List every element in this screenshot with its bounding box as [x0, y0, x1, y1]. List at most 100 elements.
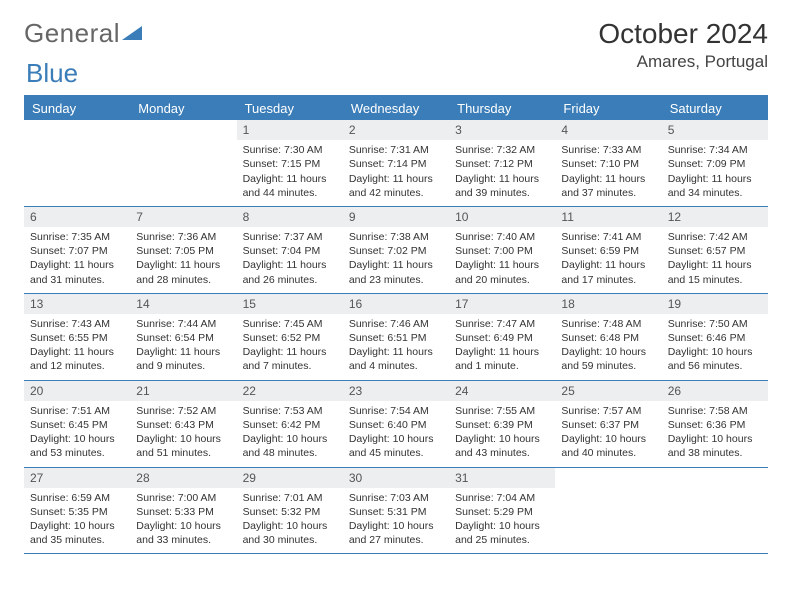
- day-body: Sunrise: 7:58 AMSunset: 6:36 PMDaylight:…: [662, 401, 768, 467]
- day-cell: [24, 120, 130, 206]
- daylight-text: Daylight: 10 hours and 38 minutes.: [668, 432, 762, 460]
- day-number: 26: [662, 381, 768, 401]
- day-body: Sunrise: 7:45 AMSunset: 6:52 PMDaylight:…: [237, 314, 343, 380]
- day-body: Sunrise: 7:42 AMSunset: 6:57 PMDaylight:…: [662, 227, 768, 293]
- sunset-text: Sunset: 6:43 PM: [136, 418, 230, 432]
- sunrise-text: Sunrise: 7:33 AM: [561, 143, 655, 157]
- day-cell: 5Sunrise: 7:34 AMSunset: 7:09 PMDaylight…: [662, 120, 768, 206]
- day-number: [130, 120, 236, 124]
- daylight-text: Daylight: 11 hours and 34 minutes.: [668, 172, 762, 200]
- sunrise-text: Sunrise: 7:42 AM: [668, 230, 762, 244]
- day-cell: 25Sunrise: 7:57 AMSunset: 6:37 PMDayligh…: [555, 381, 661, 467]
- daylight-text: Daylight: 10 hours and 33 minutes.: [136, 519, 230, 547]
- day-number: 22: [237, 381, 343, 401]
- sunrise-text: Sunrise: 7:52 AM: [136, 404, 230, 418]
- day-body: Sunrise: 7:52 AMSunset: 6:43 PMDaylight:…: [130, 401, 236, 467]
- dow-cell: Wednesday: [343, 97, 449, 120]
- sunrise-text: Sunrise: 7:41 AM: [561, 230, 655, 244]
- daylight-text: Daylight: 10 hours and 35 minutes.: [30, 519, 124, 547]
- logo-triangle-icon: [122, 18, 142, 49]
- sunset-text: Sunset: 7:02 PM: [349, 244, 443, 258]
- daylight-text: Daylight: 11 hours and 12 minutes.: [30, 345, 124, 373]
- day-body: Sunrise: 7:31 AMSunset: 7:14 PMDaylight:…: [343, 140, 449, 206]
- day-number: 20: [24, 381, 130, 401]
- daylight-text: Daylight: 10 hours and 51 minutes.: [136, 432, 230, 460]
- daylight-text: Daylight: 11 hours and 9 minutes.: [136, 345, 230, 373]
- day-number: 15: [237, 294, 343, 314]
- day-cell: 23Sunrise: 7:54 AMSunset: 6:40 PMDayligh…: [343, 381, 449, 467]
- title-block: October 2024 Amares, Portugal: [598, 18, 768, 72]
- day-cell: 15Sunrise: 7:45 AMSunset: 6:52 PMDayligh…: [237, 294, 343, 380]
- daylight-text: Daylight: 11 hours and 15 minutes.: [668, 258, 762, 286]
- daylight-text: Daylight: 10 hours and 43 minutes.: [455, 432, 549, 460]
- sunrise-text: Sunrise: 7:32 AM: [455, 143, 549, 157]
- sunrise-text: Sunrise: 7:38 AM: [349, 230, 443, 244]
- day-cell: 2Sunrise: 7:31 AMSunset: 7:14 PMDaylight…: [343, 120, 449, 206]
- daylight-text: Daylight: 10 hours and 45 minutes.: [349, 432, 443, 460]
- day-number: 29: [237, 468, 343, 488]
- sunrise-text: Sunrise: 7:00 AM: [136, 491, 230, 505]
- sunset-text: Sunset: 6:42 PM: [243, 418, 337, 432]
- day-number: 16: [343, 294, 449, 314]
- daylight-text: Daylight: 11 hours and 4 minutes.: [349, 345, 443, 373]
- day-number: 12: [662, 207, 768, 227]
- location: Amares, Portugal: [598, 52, 768, 72]
- daylight-text: Daylight: 10 hours and 40 minutes.: [561, 432, 655, 460]
- day-body: Sunrise: 7:41 AMSunset: 6:59 PMDaylight:…: [555, 227, 661, 293]
- day-number: 25: [555, 381, 661, 401]
- day-cell: 12Sunrise: 7:42 AMSunset: 6:57 PMDayligh…: [662, 207, 768, 293]
- sunset-text: Sunset: 7:12 PM: [455, 157, 549, 171]
- dow-cell: Tuesday: [237, 97, 343, 120]
- day-number: 31: [449, 468, 555, 488]
- day-number: 28: [130, 468, 236, 488]
- day-body: Sunrise: 7:57 AMSunset: 6:37 PMDaylight:…: [555, 401, 661, 467]
- dow-row: SundayMondayTuesdayWednesdayThursdayFrid…: [24, 97, 768, 120]
- day-cell: [662, 468, 768, 554]
- day-cell: 26Sunrise: 7:58 AMSunset: 6:36 PMDayligh…: [662, 381, 768, 467]
- day-body: Sunrise: 7:01 AMSunset: 5:32 PMDaylight:…: [237, 488, 343, 554]
- sunset-text: Sunset: 5:32 PM: [243, 505, 337, 519]
- sunset-text: Sunset: 6:36 PM: [668, 418, 762, 432]
- day-body: Sunrise: 7:36 AMSunset: 7:05 PMDaylight:…: [130, 227, 236, 293]
- day-body: Sunrise: 6:59 AMSunset: 5:35 PMDaylight:…: [24, 488, 130, 554]
- week-row: 20Sunrise: 7:51 AMSunset: 6:45 PMDayligh…: [24, 381, 768, 468]
- sunrise-text: Sunrise: 7:34 AM: [668, 143, 762, 157]
- day-cell: 30Sunrise: 7:03 AMSunset: 5:31 PMDayligh…: [343, 468, 449, 554]
- day-cell: 21Sunrise: 7:52 AMSunset: 6:43 PMDayligh…: [130, 381, 236, 467]
- day-number: 5: [662, 120, 768, 140]
- sunset-text: Sunset: 7:05 PM: [136, 244, 230, 258]
- day-cell: 4Sunrise: 7:33 AMSunset: 7:10 PMDaylight…: [555, 120, 661, 206]
- day-cell: 18Sunrise: 7:48 AMSunset: 6:48 PMDayligh…: [555, 294, 661, 380]
- day-number: 13: [24, 294, 130, 314]
- sunset-text: Sunset: 7:09 PM: [668, 157, 762, 171]
- day-number: [555, 468, 661, 472]
- daylight-text: Daylight: 11 hours and 20 minutes.: [455, 258, 549, 286]
- dow-cell: Monday: [130, 97, 236, 120]
- day-body: Sunrise: 7:51 AMSunset: 6:45 PMDaylight:…: [24, 401, 130, 467]
- sunset-text: Sunset: 7:15 PM: [243, 157, 337, 171]
- day-number: 6: [24, 207, 130, 227]
- sunrise-text: Sunrise: 7:36 AM: [136, 230, 230, 244]
- logo-text-2: Blue: [26, 58, 78, 88]
- sunrise-text: Sunrise: 7:44 AM: [136, 317, 230, 331]
- day-number: 2: [343, 120, 449, 140]
- day-number: 7: [130, 207, 236, 227]
- day-body: Sunrise: 7:34 AMSunset: 7:09 PMDaylight:…: [662, 140, 768, 206]
- daylight-text: Daylight: 11 hours and 39 minutes.: [455, 172, 549, 200]
- day-number: 24: [449, 381, 555, 401]
- sunrise-text: Sunrise: 7:31 AM: [349, 143, 443, 157]
- day-cell: 29Sunrise: 7:01 AMSunset: 5:32 PMDayligh…: [237, 468, 343, 554]
- day-number: 14: [130, 294, 236, 314]
- daylight-text: Daylight: 10 hours and 53 minutes.: [30, 432, 124, 460]
- day-cell: [130, 120, 236, 206]
- daylight-text: Daylight: 10 hours and 48 minutes.: [243, 432, 337, 460]
- daylight-text: Daylight: 10 hours and 25 minutes.: [455, 519, 549, 547]
- weeks-container: 1Sunrise: 7:30 AMSunset: 7:15 PMDaylight…: [24, 120, 768, 554]
- day-number: 4: [555, 120, 661, 140]
- sunset-text: Sunset: 6:48 PM: [561, 331, 655, 345]
- day-number: 17: [449, 294, 555, 314]
- day-cell: 20Sunrise: 7:51 AMSunset: 6:45 PMDayligh…: [24, 381, 130, 467]
- daylight-text: Daylight: 11 hours and 17 minutes.: [561, 258, 655, 286]
- sunrise-text: Sunrise: 7:35 AM: [30, 230, 124, 244]
- day-body: Sunrise: 7:03 AMSunset: 5:31 PMDaylight:…: [343, 488, 449, 554]
